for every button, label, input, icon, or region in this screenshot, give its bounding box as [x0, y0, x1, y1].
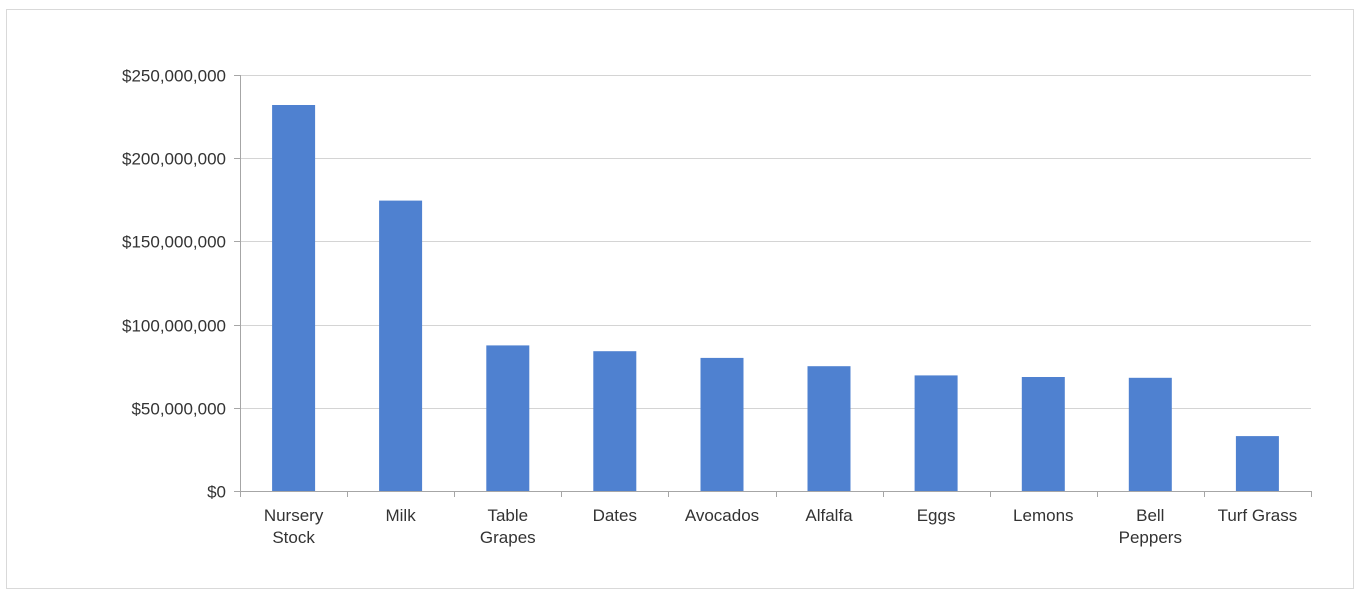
bar — [379, 200, 423, 491]
x-tick-label: Turf Grass — [1218, 506, 1298, 525]
x-tick-label: Avocados — [685, 506, 759, 525]
chart-frame — [6, 9, 1354, 589]
x-tick-label: Dates — [593, 506, 637, 525]
x-tick-label-line: Table — [487, 506, 528, 525]
bar — [486, 345, 530, 491]
x-tick-label-line: Grapes — [480, 528, 536, 547]
x-tick-label: Eggs — [917, 506, 956, 525]
x-tick-label-line: Alfalfa — [805, 506, 853, 525]
axes — [240, 75, 1312, 497]
x-tick-label: Nursery Stock — [264, 506, 324, 547]
x-tick-label: Table Grapes — [480, 506, 536, 547]
y-tick-labels: $0 $50,000,000 $100,000,000 $150,000,000 $20… — [122, 67, 226, 502]
y-tick-label: $50,000,000 — [131, 400, 226, 419]
x-tick-labels: Nursery Stock Milk Table Grapes Dates Avocados… — [264, 506, 1297, 547]
x-tick-label-line: Eggs — [917, 506, 956, 525]
bar — [1021, 377, 1065, 491]
x-tick-label-line: Stock — [272, 528, 315, 547]
bar — [272, 105, 316, 491]
y-tick-label: $250,000,000 — [122, 67, 226, 86]
x-tick-label: Alfalfa — [805, 506, 853, 525]
y-tick-label: $200,000,000 — [122, 150, 226, 169]
bar — [914, 375, 958, 491]
x-tick-label: Lemons — [1013, 506, 1073, 525]
x-tick-label-line: Bell — [1136, 506, 1164, 525]
x-tick-label-line: Lemons — [1013, 506, 1073, 525]
x-tick-label: Bell Peppers — [1119, 506, 1182, 547]
x-tick-label-line: Turf Grass — [1218, 506, 1298, 525]
x-tick-label-line: Peppers — [1119, 528, 1182, 547]
bar — [1128, 377, 1172, 491]
x-tick-label-line: Avocados — [685, 506, 759, 525]
bars — [272, 105, 1279, 491]
y-tick-label: $100,000,000 — [122, 317, 226, 336]
x-tick-label-line: Nursery — [264, 506, 324, 525]
x-tick-label: Milk — [385, 506, 416, 525]
bar — [700, 357, 744, 491]
bar — [1235, 436, 1279, 491]
x-tick-label-line: Dates — [593, 506, 637, 525]
x-tick-label-line: Milk — [385, 506, 416, 525]
bar — [593, 351, 637, 491]
bar-chart: $0 $50,000,000 $100,000,000 $150,000,000 $20… — [122, 67, 1312, 547]
bar — [807, 366, 851, 491]
y-tick-label: $0 — [207, 483, 226, 502]
y-tick-label: $150,000,000 — [122, 233, 226, 252]
